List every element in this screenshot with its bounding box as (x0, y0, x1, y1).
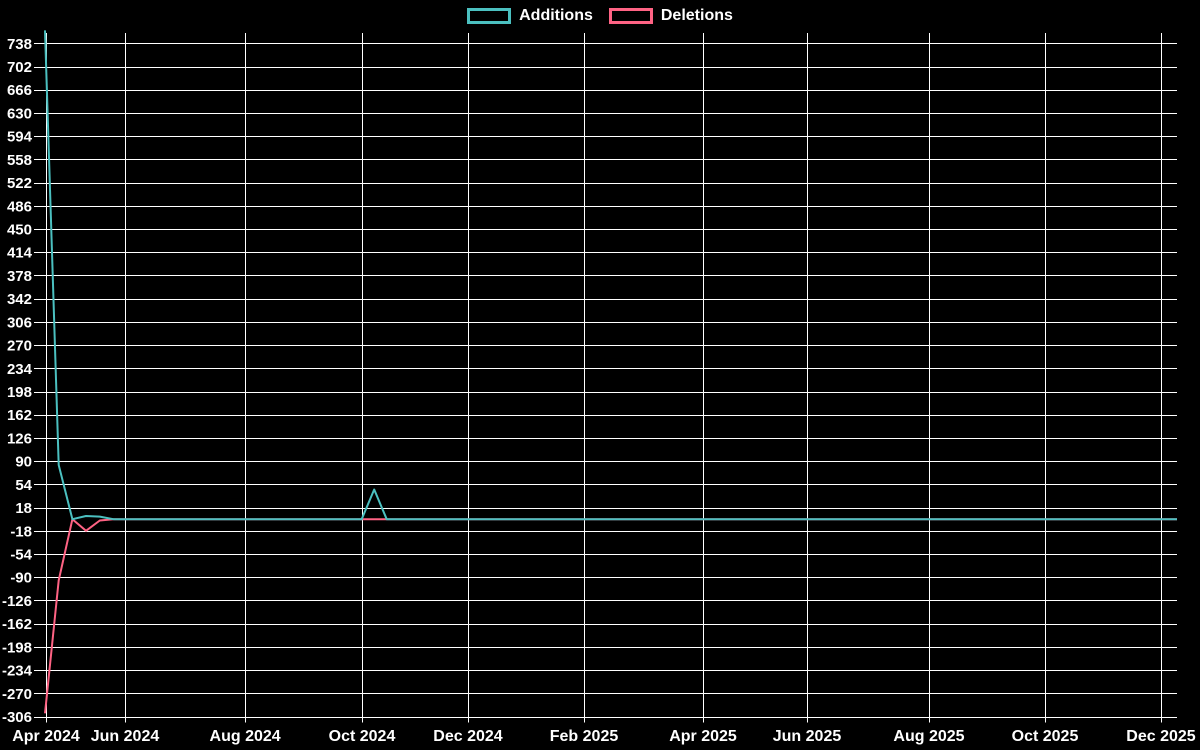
y-axis-tick-label: 198 (7, 384, 32, 401)
y-axis-tick-label: 522 (7, 175, 32, 192)
y-axis-tick-label: 54 (15, 477, 32, 494)
y-axis-tick-label: 666 (7, 82, 32, 99)
y-axis-tick-label: 234 (7, 361, 33, 378)
x-axis-tick-label: Apr 2025 (669, 728, 737, 745)
y-axis-tick-label: -90 (10, 570, 32, 587)
y-axis-tick-label: 90 (15, 454, 32, 471)
y-axis-tick-label: -126 (2, 593, 32, 610)
y-axis-tick-label: 126 (7, 430, 32, 447)
y-axis-tick-label: 594 (7, 129, 33, 146)
y-axis-tick-label: 270 (7, 338, 32, 355)
y-axis-tick-label: 162 (7, 407, 32, 424)
y-axis-tick-label: -234 (2, 663, 33, 680)
y-axis-tick-label: 630 (7, 105, 32, 122)
x-axis-tick-label: Dec 2024 (433, 728, 502, 745)
y-axis-tick-label: -270 (2, 686, 32, 703)
x-axis-tick-label: Oct 2024 (329, 728, 396, 745)
y-axis-tick-label: 342 (7, 291, 32, 308)
y-axis-tick-label: -18 (10, 523, 32, 540)
y-axis-tick-label: -54 (10, 547, 32, 564)
y-axis-tick-label: 378 (7, 268, 32, 285)
x-axis-tick-label: Oct 2025 (1012, 728, 1079, 745)
y-axis-tick-label: 702 (7, 59, 32, 76)
deletions-legend-swatch-icon (608, 7, 653, 24)
chart-legend: Additions Deletions (0, 7, 1200, 24)
additions-line (44, 30, 1177, 521)
y-axis-tick-label: 738 (7, 36, 32, 53)
y-axis-tick-label: 486 (7, 198, 32, 215)
y-axis-tick-label: 558 (7, 152, 32, 169)
x-axis-tick-label: Jun 2025 (773, 728, 842, 745)
legend-item-deletions[interactable]: Deletions (608, 7, 733, 24)
y-axis-tick-label: 414 (7, 245, 33, 262)
additions-legend-swatch-icon (467, 7, 512, 24)
x-axis-tick-label: Aug 2024 (210, 728, 281, 745)
y-axis-tick-label: 18 (15, 500, 32, 517)
x-axis-tick-label: Apr 2024 (12, 728, 80, 745)
x-axis-tick-label: Jun 2024 (91, 728, 160, 745)
y-axis-tick-label: 450 (7, 222, 32, 239)
legend-item-additions[interactable]: Additions (467, 7, 593, 24)
deletions-legend-label: Deletions (660, 7, 733, 24)
x-axis-tick-label: Dec 2025 (1126, 728, 1195, 745)
deletions-line (44, 518, 1177, 714)
y-axis-tick-label: 306 (7, 314, 32, 331)
y-axis-tick-label: -306 (2, 709, 32, 726)
additions-legend-label: Additions (519, 7, 593, 24)
y-axis-tick-label: -198 (2, 639, 32, 656)
x-axis-tick-label: Feb 2025 (550, 728, 619, 745)
x-axis-tick-label: Aug 2025 (893, 728, 964, 745)
y-axis-tick-label: -162 (2, 616, 32, 633)
